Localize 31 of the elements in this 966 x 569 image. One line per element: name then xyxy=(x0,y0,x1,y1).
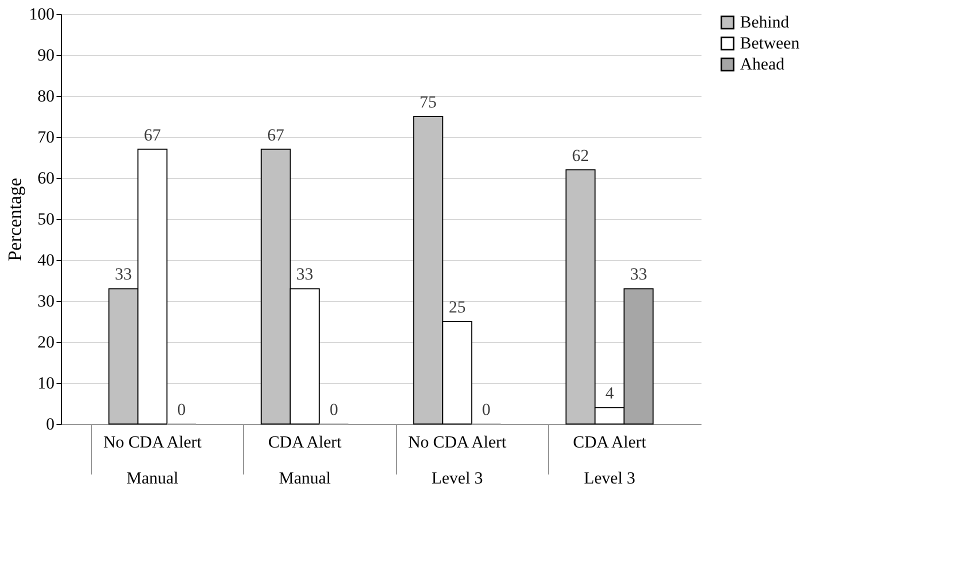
data-label: 0 xyxy=(177,400,186,419)
legend-label: Behind xyxy=(740,12,790,32)
y-axis-title: Percentage xyxy=(5,178,26,262)
y-tick-label: 80 xyxy=(38,86,54,106)
data-label: 33 xyxy=(296,264,314,284)
y-tick-label: 20 xyxy=(38,332,54,352)
x-tick-label: No CDA Alert Level 3 xyxy=(408,432,507,488)
data-label: 25 xyxy=(448,298,466,316)
data-label: 4 xyxy=(605,384,614,403)
data-label: 67 xyxy=(144,125,162,144)
y-tick-label: 40 xyxy=(38,250,54,270)
data-label: 33 xyxy=(630,264,648,284)
data-label: 67 xyxy=(267,125,285,144)
y-tick-label: 90 xyxy=(38,46,54,64)
y-tick-label: 60 xyxy=(38,168,54,188)
data-label: 75 xyxy=(420,92,437,112)
x-tick-label: CDA Alert Level 3 xyxy=(572,432,646,488)
y-tick-label: 10 xyxy=(38,374,54,392)
y-tick-label: 30 xyxy=(38,292,54,310)
y-tick-label: 100 xyxy=(29,4,54,24)
data-label: 62 xyxy=(572,146,590,165)
y-tick-label: 0 xyxy=(46,414,54,434)
y-tick-label: 50 xyxy=(38,210,54,228)
legend-label: Between xyxy=(740,34,800,52)
data-label: 33 xyxy=(114,264,132,284)
legend-label: Ahead xyxy=(740,54,785,74)
x-tick-label: CDA Alert Manual xyxy=(268,432,342,488)
data-label: 0 xyxy=(330,400,338,419)
y-tick-label: 70 xyxy=(38,128,54,146)
x-tick-label: No CDA Alert Manual xyxy=(103,432,202,488)
data-label: 0 xyxy=(482,400,490,419)
